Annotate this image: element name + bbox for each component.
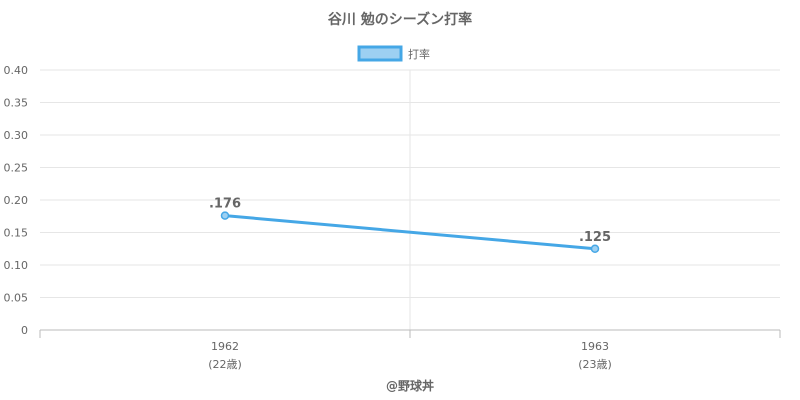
y-tick-label: 0.15 [4, 227, 29, 240]
legend[interactable]: 打率 [357, 45, 430, 62]
y-tick-label: 0.35 [4, 97, 29, 110]
y-tick-label: 0.40 [4, 64, 29, 77]
data-label: .176 [209, 197, 241, 212]
grid [40, 69, 780, 330]
series-layer: .176 .125 [209, 197, 611, 253]
axes: 0 0.05 0.10 0.15 0.20 0.25 0.30 0.35 0.40 1962 (22… [4, 64, 781, 371]
x-tick-sublabel: (22歳) [208, 358, 242, 371]
y-tick-label: 0.30 [4, 129, 29, 142]
x-tick-label: 1963 [581, 340, 609, 353]
data-label: .125 [579, 230, 611, 245]
y-tick-label: 0.25 [4, 162, 29, 175]
data-point [220, 211, 230, 220]
x-tick-sublabel: (23歳) [578, 358, 612, 371]
y-tick-label: 0.20 [4, 194, 29, 207]
legend-label: 打率 [408, 47, 430, 61]
y-tick-label: 0.10 [4, 259, 29, 272]
legend-swatch [357, 45, 403, 62]
y-tick-label: 0 [21, 324, 28, 337]
credit-text: @野球丼 [386, 378, 434, 393]
x-tick-label: 1962 [211, 340, 239, 353]
y-tick-label: 0.05 [4, 292, 29, 305]
chart-title: 谷川 勉のシーズン打率 [328, 11, 472, 28]
data-point [590, 244, 600, 253]
series-line [224, 214, 596, 251]
